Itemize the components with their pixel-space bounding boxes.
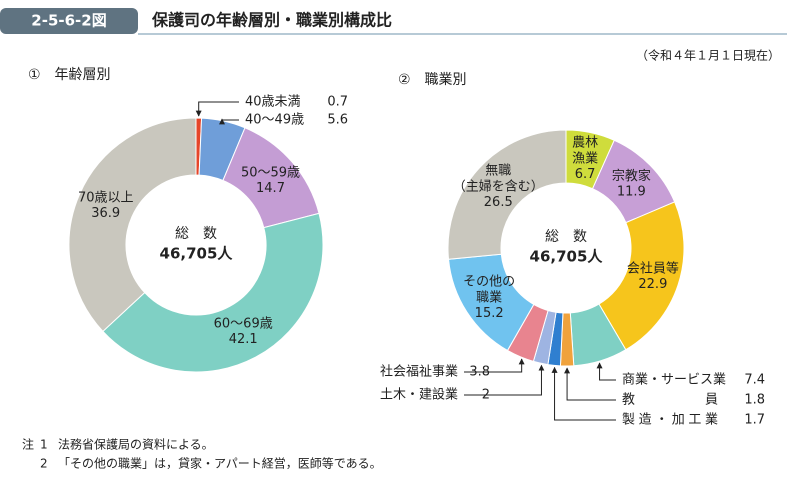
pie-slice bbox=[102, 212, 324, 373]
value-label: 14.7 bbox=[256, 181, 285, 196]
value-label: 1.8 bbox=[744, 393, 765, 408]
note-text: 「その他の職業」は，貸家・アパート経営，医師等である。 bbox=[58, 456, 382, 471]
value-label: 15.2 bbox=[475, 306, 504, 321]
category-label: 会社員等 bbox=[627, 260, 679, 276]
value-label: 1.7 bbox=[744, 413, 765, 428]
note-no: 2 bbox=[40, 457, 48, 471]
category-label: 土木・建設業 bbox=[380, 387, 458, 403]
leader-line bbox=[195, 101, 239, 117]
category-label: その他の職業 bbox=[463, 274, 515, 305]
leader-line bbox=[464, 358, 525, 373]
value-label: 26.5 bbox=[484, 195, 513, 210]
pie-slice bbox=[598, 201, 685, 351]
value-label: 36.9 bbox=[91, 206, 120, 221]
notes-label: 注 bbox=[22, 437, 34, 452]
value-label: 22.9 bbox=[638, 277, 667, 292]
category-label: 70歳以上 bbox=[78, 190, 134, 205]
chart-title: ① 年齢層別 bbox=[28, 67, 111, 83]
leader-line bbox=[464, 364, 545, 396]
category-label: 宗教家 bbox=[612, 167, 651, 183]
page-title: 保護司の年齢層別・職業別構成比 bbox=[151, 11, 392, 30]
value-label: 2 bbox=[482, 388, 490, 403]
value-label: 5.6 bbox=[327, 113, 348, 128]
category-label: 40～49歳 bbox=[245, 113, 304, 128]
note-no: 1 bbox=[40, 438, 48, 452]
value-label: 6.7 bbox=[575, 167, 596, 182]
badge: 2-5-6-2図 bbox=[31, 12, 106, 30]
pie-slice bbox=[68, 117, 197, 333]
center-total: 46,705人 bbox=[160, 245, 234, 263]
value-label: 7.4 bbox=[744, 373, 765, 388]
center-total: 46,705人 bbox=[530, 248, 604, 266]
category-label: 教員 bbox=[622, 392, 718, 408]
category-label: 社会福祉事業 bbox=[380, 364, 458, 380]
category-label: 商業・サービス業 bbox=[622, 372, 726, 388]
leader-line bbox=[219, 118, 239, 125]
category-label: 農林漁業 bbox=[572, 135, 598, 166]
category-label: 40歳未満 bbox=[245, 95, 301, 110]
leader-line bbox=[596, 362, 616, 381]
value-label: 11.9 bbox=[617, 184, 646, 199]
value-label: 3.8 bbox=[469, 365, 490, 380]
category-label: 無職（主婦を含む） bbox=[453, 163, 544, 194]
badge-bg bbox=[0, 8, 138, 34]
category-label: 60～69歳 bbox=[214, 316, 273, 331]
pie-slice bbox=[447, 129, 567, 260]
leader-line bbox=[551, 366, 616, 421]
center-label: 総 数 bbox=[175, 226, 217, 242]
value-label: 0.7 bbox=[327, 95, 348, 110]
value-label: 42.1 bbox=[229, 332, 258, 347]
date-note: （令和４年１月１日現在） bbox=[636, 48, 780, 63]
category-label: 50～59歳 bbox=[241, 165, 300, 180]
leader-line bbox=[564, 367, 616, 401]
center-label: 総 数 bbox=[545, 229, 587, 245]
category-label: 製造・加工業 bbox=[622, 412, 718, 428]
note-text: 法務省保護局の資料による。 bbox=[58, 437, 214, 452]
chart-title: ② 職業別 bbox=[398, 72, 467, 88]
